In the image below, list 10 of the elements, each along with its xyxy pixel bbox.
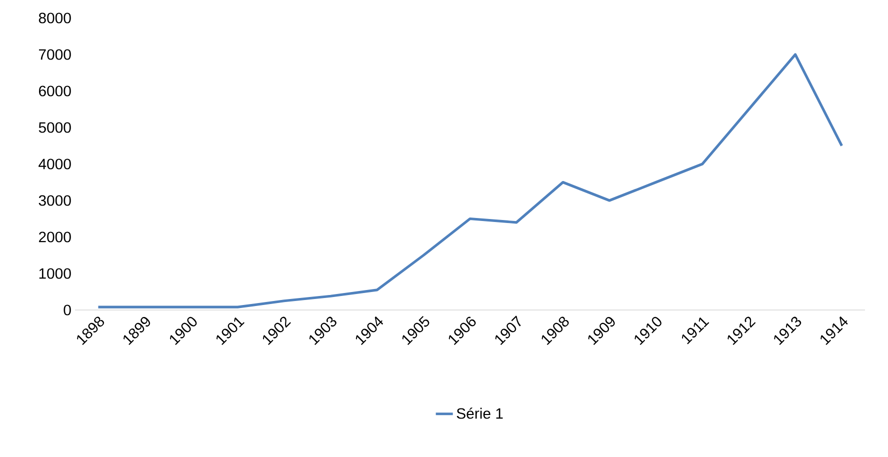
y-tick-label: 8000	[38, 12, 71, 24]
y-tick-label: 1000	[39, 268, 71, 279]
y-tick-label: 7000	[39, 49, 71, 60]
legend-label: Série 1	[456, 408, 503, 419]
y-tick-label: 0	[64, 304, 71, 316]
y-tick-label: 4000	[38, 158, 71, 170]
y-tick-label: 5000	[38, 122, 71, 133]
y-tick-label: 6000	[39, 86, 71, 96]
y-tick-label: 3000	[38, 195, 71, 206]
y-tick-label: 2000	[38, 232, 71, 242]
